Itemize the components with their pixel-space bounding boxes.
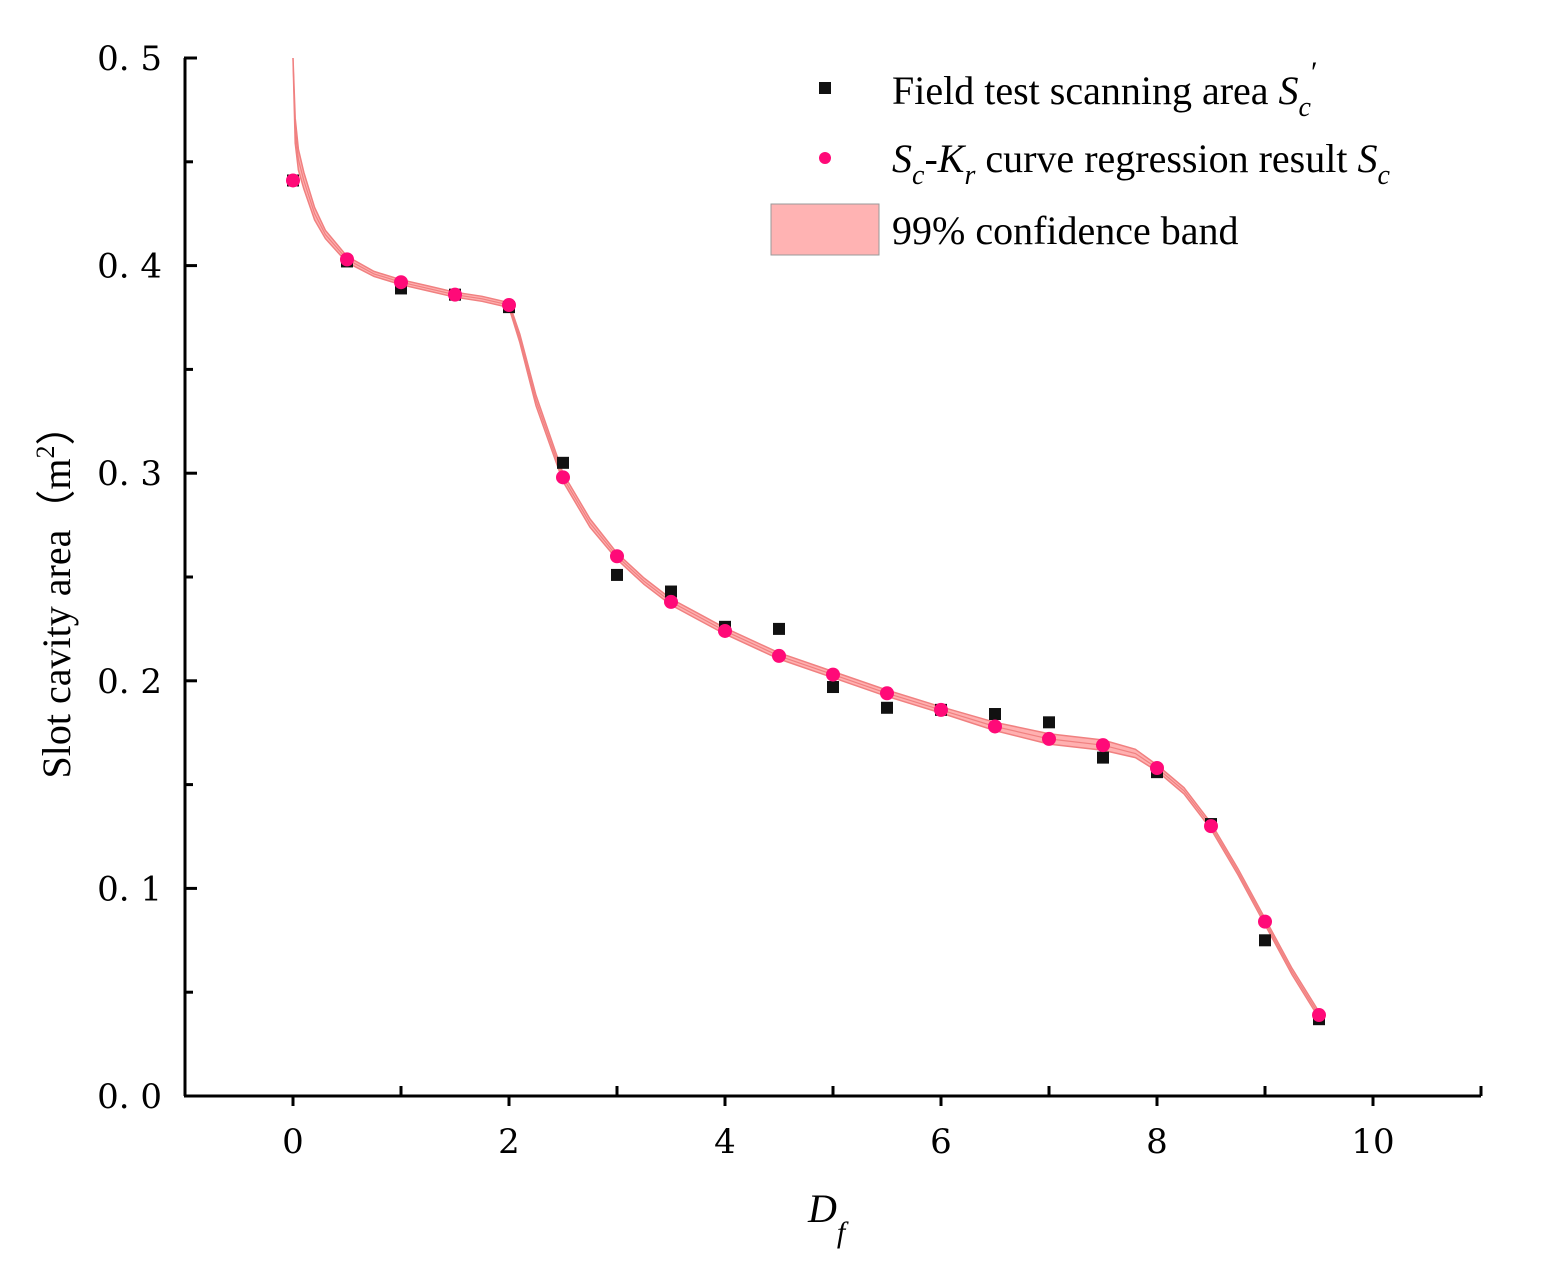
regression-point <box>1096 738 1110 753</box>
field-test-point <box>989 708 1001 721</box>
x-tick-label: 2 <box>498 1122 520 1162</box>
legend-reg-s2: S <box>1357 136 1377 181</box>
x-axis-title-main: D <box>807 1186 837 1231</box>
legend-reg-c2: c <box>1377 160 1390 191</box>
legend-field-text: Field test scanning area <box>892 68 1279 113</box>
y-tick-label: 0. 1 <box>97 869 162 909</box>
y-axis-title-main: Slot cavity area（m <box>34 459 79 779</box>
x-tick-label: 8 <box>1146 1122 1168 1162</box>
data-points <box>286 173 1326 1026</box>
legend-marker-regression <box>819 152 831 164</box>
regression-point <box>448 287 462 302</box>
regression-point <box>1042 731 1056 746</box>
regression-point <box>1258 914 1272 929</box>
y-tick-label: 0. 0 <box>97 1077 162 1117</box>
x-tick-label: 0 <box>282 1122 304 1162</box>
regression-point <box>1204 819 1218 834</box>
y-tick-label: 0. 3 <box>97 454 162 494</box>
regression-point <box>610 549 624 564</box>
x-axis-title: Df <box>807 1186 849 1249</box>
legend-marker-field-test <box>819 82 831 94</box>
legend-reg-dash: - <box>924 136 937 181</box>
field-test-point <box>1043 716 1055 729</box>
legend-label-field-test: Field test scanning area Sc′ <box>892 56 1318 123</box>
regression-point <box>880 686 894 701</box>
legend-field-sub-c: c <box>1299 92 1312 123</box>
x-tick-label: 4 <box>714 1122 736 1162</box>
regression-point <box>1312 1008 1326 1023</box>
legend-field-s: S <box>1279 68 1299 113</box>
field-test-point <box>881 701 893 714</box>
regression-point <box>718 623 732 638</box>
legend-reg-text: curve regression result <box>975 136 1357 181</box>
field-test-point <box>773 622 785 635</box>
confidence-band-area <box>292 57 1320 1021</box>
field-test-point <box>557 456 569 469</box>
regression-point <box>988 719 1002 734</box>
legend-reg-r: r <box>964 160 975 191</box>
regression-point <box>934 702 948 717</box>
regression-point <box>826 667 840 682</box>
regression-point <box>556 470 570 485</box>
regression-point <box>394 275 408 290</box>
legend-label-regression: Sc-Kr curve regression result Sc <box>892 136 1390 191</box>
y-axis-title: Slot cavity area（m2） <box>31 406 79 779</box>
legend-field-prime: ′ <box>1311 56 1318 89</box>
x-tick-label: 6 <box>930 1122 952 1162</box>
y-tick-label: 0. 4 <box>97 247 162 287</box>
x-tick-label: 10 <box>1351 1122 1394 1162</box>
regression-point <box>772 648 786 663</box>
y-tick-label: 0. 2 <box>97 662 162 702</box>
field-test-point <box>611 568 623 581</box>
legend: Field test scanning area Sc′ Sc-Kr curve… <box>770 56 1390 256</box>
x-axis-title-subscript: f <box>837 1216 849 1249</box>
legend-reg-c1: c <box>912 160 925 191</box>
field-test-point <box>827 681 839 694</box>
y-axis-title-close: ） <box>34 406 79 446</box>
regression-fit-line <box>292 57 1320 1016</box>
regression-point <box>664 594 678 609</box>
legend-reg-s1: S <box>892 136 912 181</box>
regression-point <box>502 298 516 313</box>
legend-reg-k: K <box>937 136 967 181</box>
y-tick-label: 0. 5 <box>97 39 162 79</box>
field-test-point <box>665 585 677 598</box>
legend-marker-confidence-band <box>770 203 880 256</box>
legend-label-confidence-band: 99% confidence band <box>892 208 1239 253</box>
ticks: 0 2 4 6 8 10 0. 0 0. 1 0. 2 0. 3 0. 4 0. 5 <box>97 39 1483 1162</box>
y-axis-title-superscript: 2 <box>31 446 60 459</box>
regression-point <box>286 173 300 188</box>
regression-point <box>1150 760 1164 775</box>
field-test-point <box>1259 934 1271 947</box>
field-test-point <box>1097 751 1109 764</box>
regression-point <box>340 252 354 267</box>
confidence-band-layer <box>292 57 1320 1021</box>
